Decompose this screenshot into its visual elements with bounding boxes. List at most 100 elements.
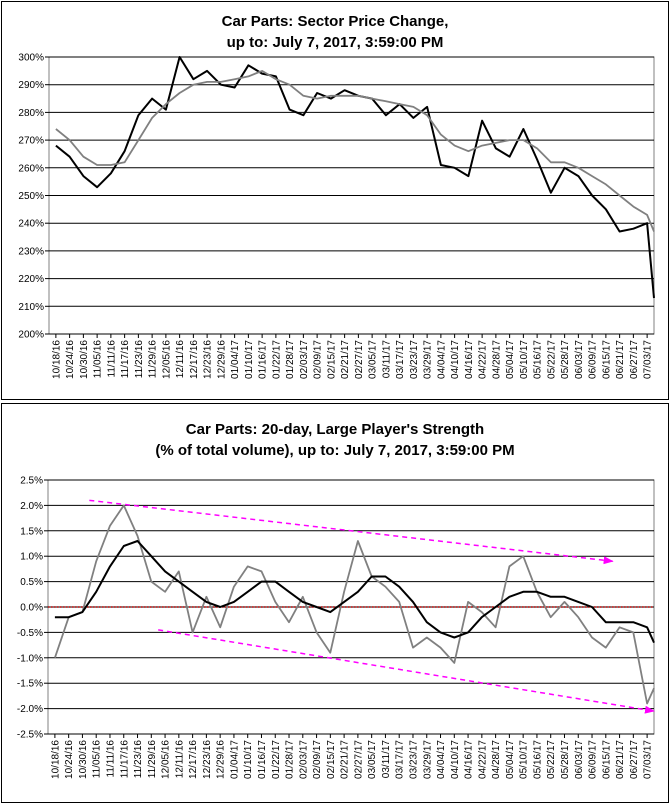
x-tick-label: 04/28/17 (491, 740, 502, 779)
chart-title: Car Parts: 20-day, Large Player's Streng… (186, 421, 484, 438)
x-tick-label: 04/10/17 (450, 740, 461, 779)
x-tick-label: 10/24/16 (64, 740, 75, 779)
y-tick-label: 290% (18, 80, 44, 91)
series-line-2 (55, 70, 655, 232)
y-tick-label: 2.5% (20, 476, 43, 487)
chart-title: Car Parts: Sector Price Change, (222, 13, 449, 30)
y-tick-label: 200% (18, 330, 44, 341)
x-tick-label: 11/05/16 (92, 740, 103, 779)
y-tick-label: -1.0% (17, 653, 43, 664)
y-tick-label: -0.5% (17, 628, 43, 639)
x-tick-label: 01/16/17 (257, 740, 268, 779)
x-tick-label: 04/16/17 (464, 740, 475, 779)
chart-subtitle: (% of total volume), up to: July 7, 2017… (155, 442, 514, 459)
x-tick-label: 06/09/17 (588, 740, 599, 779)
x-tick-label: 04/22/17 (478, 340, 489, 379)
large-player-strength-chart: Car Parts: 20-day, Large Player's Streng… (17, 421, 655, 779)
x-tick-label: 10/18/16 (50, 740, 61, 779)
x-tick-label: 05/04/17 (505, 740, 516, 779)
y-tick-label: 230% (18, 246, 44, 257)
x-tick-label: 04/22/17 (477, 740, 488, 779)
y-tick-label: 2.0% (20, 501, 43, 512)
x-tick-label: 11/11/16 (105, 740, 116, 778)
x-tick-label: 02/03/17 (298, 740, 309, 779)
x-tick-label: 05/28/17 (560, 340, 571, 379)
series-line-2 (54, 540, 655, 644)
x-tick-label: 12/17/16 (188, 740, 199, 779)
x-tick-label: 06/03/17 (574, 340, 585, 379)
x-tick-label: 04/04/17 (436, 340, 447, 379)
y-tick-label: 280% (18, 108, 44, 119)
y-tick-label: -1.5% (17, 679, 43, 690)
series-line-1 (54, 504, 655, 705)
x-tick-label: 10/24/16 (65, 340, 76, 379)
x-tick-label: 03/23/17 (408, 740, 419, 779)
x-tick-label: 05/28/17 (560, 740, 571, 779)
y-tick-label: 250% (18, 191, 44, 202)
x-tick-label: 03/17/17 (395, 740, 406, 779)
x-tick-label: 05/16/17 (532, 740, 543, 779)
x-tick-label: 10/30/16 (79, 340, 90, 379)
x-tick-label: 02/15/17 (326, 740, 337, 779)
trend-arrow-1 (89, 499, 614, 565)
x-tick-label: 05/04/17 (505, 340, 516, 379)
x-tick-label: 02/09/17 (312, 740, 323, 779)
x-tick-label: 05/10/17 (519, 740, 530, 779)
x-tick-label: 06/15/17 (601, 340, 612, 379)
x-tick-label: 06/21/17 (615, 340, 626, 379)
chart-subtitle: up to: July 7, 2017, 3:59:00 PM (227, 34, 444, 51)
x-tick-label: 04/04/17 (436, 740, 447, 779)
x-tick-label: 11/29/16 (147, 740, 158, 779)
x-tick-label: 03/11/17 (381, 740, 392, 779)
x-tick-label: 03/11/17 (381, 340, 392, 379)
x-tick-label: 03/17/17 (395, 340, 406, 379)
x-tick-label: 05/22/17 (546, 740, 557, 779)
y-tick-label: 300% (18, 53, 44, 64)
y-tick-label: -2.0% (17, 704, 43, 715)
y-tick-label: -2.5% (17, 730, 43, 741)
y-tick-label: 270% (18, 136, 44, 147)
x-tick-label: 12/23/16 (203, 340, 214, 379)
x-tick-label: 04/16/17 (464, 340, 475, 379)
y-tick-label: 1.5% (20, 526, 43, 537)
x-tick-label: 12/11/16 (174, 740, 185, 779)
x-tick-label: 02/21/17 (340, 740, 351, 779)
x-tick-label: 12/29/16 (216, 740, 227, 779)
x-tick-label: 01/28/17 (285, 340, 296, 379)
y-tick-label: 260% (18, 163, 44, 174)
large-player-strength-chart-panel: Car Parts: 20-day, Large Player's Streng… (1, 403, 669, 803)
x-tick-label: 01/22/17 (271, 340, 282, 379)
y-tick-label: 210% (18, 302, 44, 313)
x-tick-label: 05/16/17 (533, 340, 544, 379)
x-tick-label: 06/03/17 (574, 740, 585, 779)
trend-arrow-2 (158, 629, 655, 714)
x-tick-label: 12/05/16 (161, 740, 172, 779)
x-tick-label: 06/27/17 (629, 340, 640, 379)
y-tick-label: 0.0% (20, 603, 43, 614)
x-tick-label: 02/21/17 (340, 340, 351, 379)
price-change-chart-panel: Car Parts: Sector Price Change, up to: J… (1, 1, 669, 400)
x-tick-label: 01/16/17 (258, 340, 269, 379)
x-tick-label: 07/03/17 (643, 740, 654, 779)
x-tick-label: 05/10/17 (519, 340, 530, 379)
x-tick-label: 01/04/17 (229, 740, 240, 779)
x-tick-label: 12/29/16 (216, 340, 227, 379)
y-tick-label: 240% (18, 219, 44, 230)
x-tick-label: 06/09/17 (588, 340, 599, 379)
x-tick-label: 11/23/16 (134, 340, 145, 379)
x-tick-label: 02/27/17 (353, 740, 364, 779)
y-tick-label: 0.5% (20, 577, 43, 588)
x-tick-label: 12/11/16 (175, 340, 186, 379)
series-line-1 (55, 56, 655, 299)
x-tick-label: 11/29/16 (148, 340, 159, 379)
x-tick-label: 03/05/17 (368, 340, 379, 379)
x-tick-label: 01/04/17 (230, 340, 241, 379)
x-tick-label: 05/22/17 (546, 340, 557, 379)
x-tick-label: 07/03/17 (643, 340, 654, 379)
x-tick-label: 04/28/17 (491, 340, 502, 379)
x-tick-label: 12/17/16 (189, 340, 200, 379)
x-tick-label: 02/03/17 (299, 340, 310, 379)
x-tick-label: 10/30/16 (78, 740, 89, 779)
x-tick-label: 11/05/16 (93, 340, 104, 379)
x-tick-label: 02/09/17 (313, 340, 324, 379)
